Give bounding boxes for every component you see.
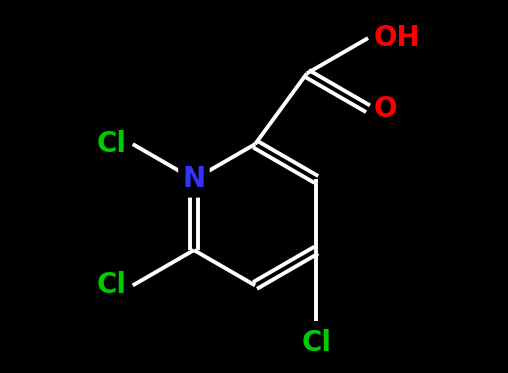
Text: Cl: Cl <box>97 272 127 300</box>
Text: O: O <box>374 95 397 123</box>
Text: Cl: Cl <box>97 130 127 158</box>
Text: Cl: Cl <box>301 329 331 357</box>
Text: N: N <box>182 166 206 194</box>
Text: OH: OH <box>374 24 420 52</box>
